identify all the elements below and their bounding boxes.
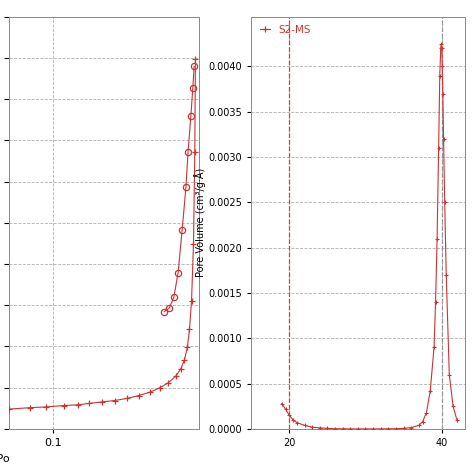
- Legend: S2-MS: S2-MS: [256, 22, 314, 38]
- Text: P/Po: P/Po: [0, 454, 10, 464]
- Y-axis label: Pore Volume (cm³/g·Å): Pore Volume (cm³/g·Å): [194, 168, 206, 277]
